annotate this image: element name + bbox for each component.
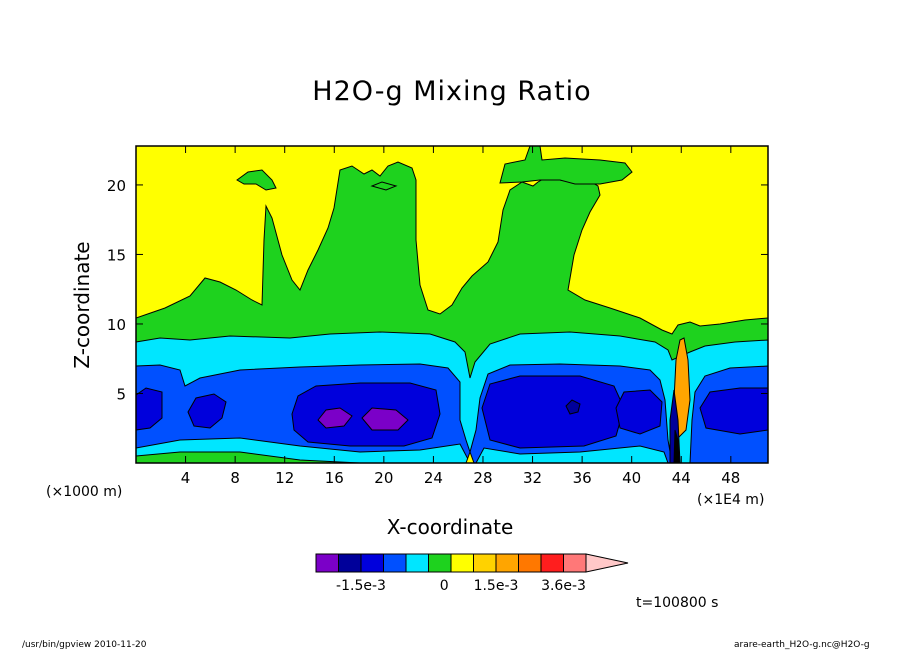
colorbar-extend: [585, 553, 629, 573]
x-tick-label: 32: [523, 469, 542, 487]
colorbar-label: -1.5e-3: [336, 578, 386, 594]
x-tick-label: 48: [721, 469, 740, 487]
field-yellow-low: [465, 450, 475, 463]
colorbar-label: 0: [440, 578, 449, 594]
field-dark-blue: [481, 375, 625, 449]
x-tick-label: 40: [622, 469, 641, 487]
time-label: t=100800 s: [636, 595, 719, 611]
x-axis-label: X-coordinate: [386, 515, 514, 539]
colorbar: -1.5e-3 0 1.5e-3 3.6e-3: [315, 553, 629, 594]
field-dark-blue: [615, 389, 663, 435]
footer-left: /usr/bin/gpview 2010-11-20: [22, 640, 147, 650]
colorbar-segment: [563, 553, 587, 573]
chart-title: H2O-g Mixing Ratio: [312, 76, 592, 107]
colorbar-segment: [540, 553, 564, 573]
y-tick-label: 20: [107, 177, 126, 195]
colorbar-segment: [473, 553, 497, 573]
field-plume-core: [673, 429, 680, 463]
x-unit-right: (×1E4 m): [697, 492, 765, 508]
x-tick-label: 36: [573, 469, 592, 487]
colorbar-segment: [405, 553, 429, 573]
colorbar-label: 3.6e-3: [541, 578, 586, 594]
y-tick-label: 10: [107, 316, 126, 334]
colorbar-segment: [495, 553, 519, 573]
field-purple: [361, 407, 409, 431]
field-dark-blue: [136, 387, 163, 431]
field-purple: [317, 407, 353, 429]
y-tick-label: 15: [107, 246, 126, 264]
field-navy: [565, 399, 581, 415]
x-tick-label: 16: [325, 469, 344, 487]
field-cyan-low: [475, 445, 669, 463]
x-tick-label: 12: [275, 469, 294, 487]
y-tick-label: 5: [116, 385, 126, 403]
colorbar-segment: [338, 553, 362, 573]
contour-field: [136, 146, 768, 463]
plot-frame: [135, 145, 769, 464]
colorbar-segment: [518, 553, 542, 573]
field-dark-blue: [699, 387, 768, 435]
colorbar-segment: [383, 553, 407, 573]
x-tick-label: 24: [424, 469, 443, 487]
x-tick-label: 4: [181, 469, 191, 487]
field-green-low: [136, 451, 361, 463]
field-green-blob: [370, 181, 398, 191]
field-green-top: [499, 146, 633, 185]
x-tick-label: 20: [374, 469, 393, 487]
field-green-blob: [236, 169, 277, 191]
colorbar-label: 1.5e-3: [474, 578, 519, 594]
y-ticks: 5 10 15 20: [107, 177, 768, 403]
footer-right: arare-earth_H2O-g.nc@H2O-g: [734, 640, 870, 650]
field-dark-blue: [187, 393, 227, 429]
field-plume: [673, 337, 691, 442]
x-tick-label: 8: [230, 469, 240, 487]
x-ticks: 4 8 12 16 20 24 28 32 36 40 44 48: [181, 146, 740, 487]
colorbar-segment: [450, 553, 474, 573]
x-tick-label: 28: [473, 469, 492, 487]
colorbar-segment: [428, 553, 452, 573]
x-tick-label: 44: [672, 469, 691, 487]
x-unit-left: (×1000 m): [46, 484, 123, 500]
colorbar-segment: [360, 553, 384, 573]
colorbar-segment: [315, 553, 339, 573]
